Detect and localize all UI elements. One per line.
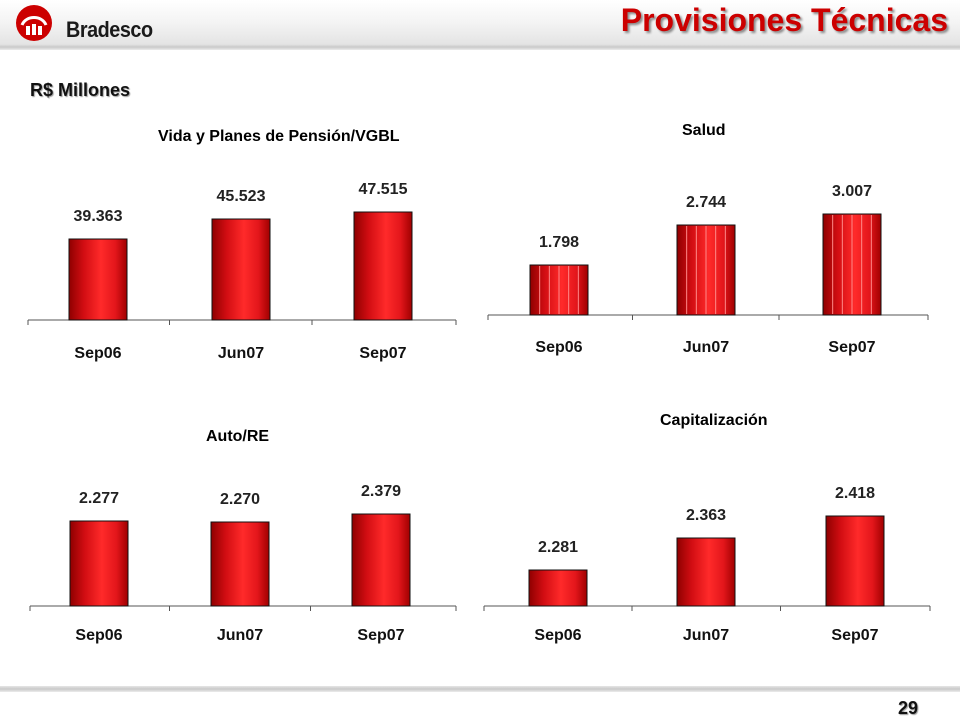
category-label: Jun07	[683, 627, 729, 644]
value-label: 3.007	[832, 183, 872, 200]
value-label: 39.363	[74, 208, 123, 225]
bar-jun07	[676, 537, 736, 607]
bar-jun07	[211, 218, 271, 321]
bar-sep06	[68, 238, 128, 321]
header-band	[0, 0, 960, 44]
chart-title-auto: Auto/RE	[206, 428, 270, 445]
header-divider	[0, 44, 960, 50]
category-label: Jun07	[683, 339, 729, 356]
value-label: 2.744	[686, 194, 726, 211]
page-number: 29	[898, 698, 919, 718]
chart-title-capitalizacion: Capitalización	[660, 412, 768, 429]
value-label: 2.277	[79, 490, 119, 507]
bar-sep07	[353, 211, 413, 321]
units-label: R$ Millones	[30, 80, 131, 100]
value-label: 2.363	[686, 507, 726, 524]
category-label: Sep06	[534, 627, 581, 644]
bar-sep07	[351, 513, 411, 607]
category-label: Sep06	[74, 345, 121, 362]
category-label: Jun07	[217, 627, 263, 644]
page-title: Provisiones Técnicas	[620, 2, 948, 38]
value-label: 2.270	[220, 491, 260, 508]
chart-title-salud: Salud	[682, 122, 726, 139]
bar-sep07	[825, 515, 885, 607]
value-label: 2.379	[361, 483, 401, 500]
bradesco-logo: Bradesco	[14, 3, 174, 43]
category-label: Sep07	[831, 627, 878, 644]
value-label: 2.281	[538, 539, 578, 556]
category-label: Sep06	[535, 339, 582, 356]
bradesco-logo-icon	[16, 5, 52, 41]
chart-title-vida: Vida y Planes de Pensión/VGBL	[158, 128, 400, 145]
value-label: 2.418	[835, 485, 875, 502]
category-label: Sep07	[828, 339, 875, 356]
bar-sep06	[69, 520, 129, 607]
category-label: Sep06	[75, 627, 122, 644]
value-label: 45.523	[217, 188, 266, 205]
brand-name: Bradesco	[66, 17, 153, 42]
category-label: Sep07	[357, 627, 404, 644]
footer-divider	[0, 686, 960, 692]
value-label: 1.798	[539, 234, 579, 251]
category-label: Sep07	[359, 345, 406, 362]
bar-jun07	[210, 521, 270, 607]
bar-sep06	[528, 569, 588, 607]
value-label: 47.515	[359, 181, 408, 198]
category-label: Jun07	[218, 345, 264, 362]
